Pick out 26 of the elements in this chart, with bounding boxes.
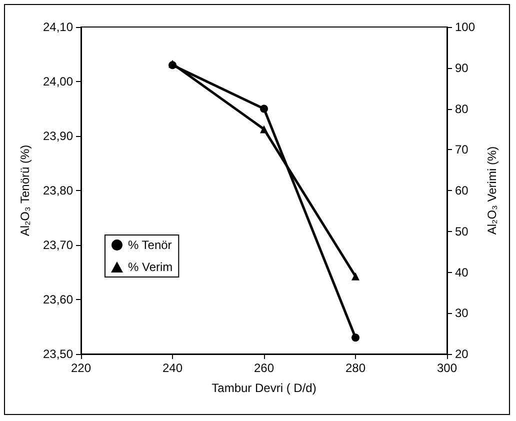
x-tick-label: 280 (345, 361, 366, 375)
y2-tick-label: 100 (455, 20, 476, 34)
y2-tick-label: 50 (455, 224, 469, 238)
y-axis-title: Al₂O₃ Tenörü (%) (18, 144, 32, 236)
legend-label: % Tenör (128, 238, 172, 252)
y-tick-label: 23,80 (42, 184, 74, 198)
y-tick-label: 23,50 (42, 347, 74, 361)
y2-tick-label: 70 (455, 142, 469, 157)
y2-axis-title: Al₂O₃ Verimi (%) (484, 146, 499, 235)
x-tick-label: 300 (436, 361, 458, 375)
x-tick-label: 220 (70, 361, 92, 375)
y2-tick-label: 90 (455, 60, 469, 75)
y2-tick-label: 30 (455, 306, 469, 320)
y-tick-label: 23,70 (42, 238, 74, 252)
y-tick-label: 24,00 (42, 74, 74, 88)
x-tick-label: 260 (254, 361, 274, 375)
legend-label: % Verim (128, 260, 173, 274)
y2-tick-label: 40 (455, 265, 469, 280)
y2-tick-label: 60 (455, 184, 469, 198)
y-tick-label: 24,10 (42, 20, 74, 34)
x-tick-label: 240 (162, 361, 183, 375)
y2-tick-label: 20 (455, 347, 469, 361)
x-axis-title: Tambur Devri ( D/d) (212, 381, 316, 395)
y-tick-label: 23,90 (42, 129, 74, 143)
y-tick-label: 23,60 (42, 292, 74, 306)
y2-tick-label: 80 (455, 102, 469, 116)
